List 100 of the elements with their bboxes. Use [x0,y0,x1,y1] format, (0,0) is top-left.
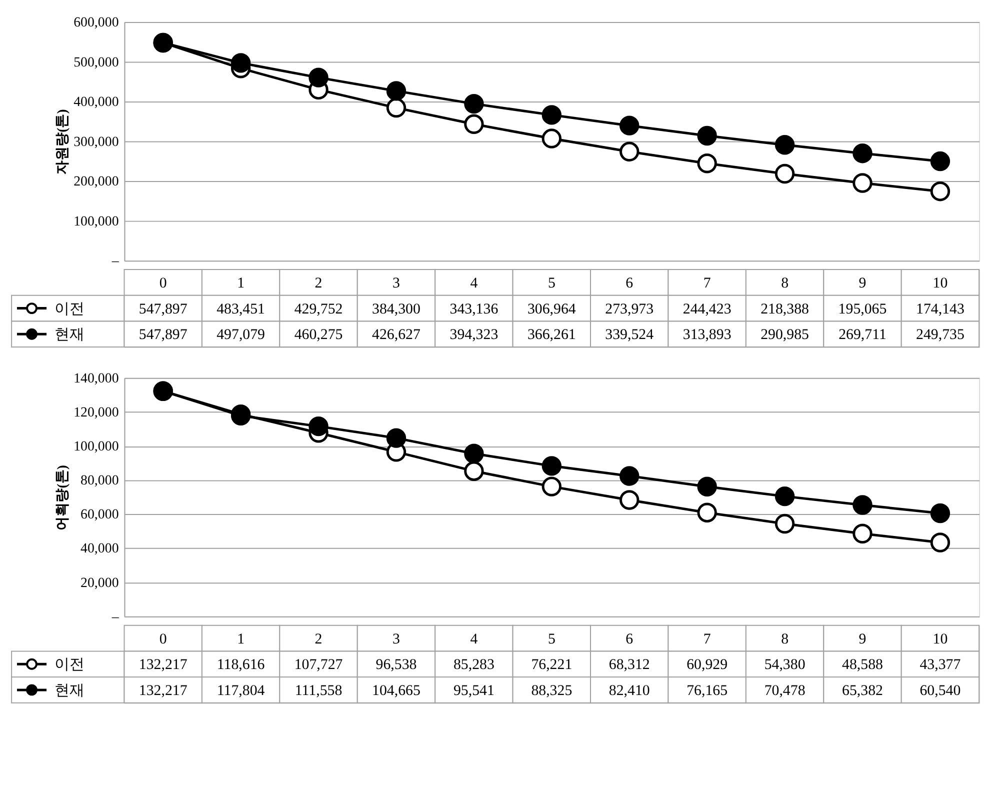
data-label: 244,423 [682,301,732,318]
point [774,135,795,155]
data-label: 132,217 [138,682,188,699]
point [774,164,795,184]
data-label: 429,752 [294,301,343,318]
x-tick-label: 8 [781,631,789,648]
data-label: 48,588 [842,657,883,674]
y-tick-label: 80,000 [80,474,119,489]
data-label: 132,217 [138,657,188,674]
data-label: 366,261 [527,327,576,344]
data-label: 118,616 [216,657,265,674]
point [852,173,872,193]
data-label: 104,665 [372,682,420,699]
x-tick-label: 7 [703,275,712,292]
x-tick-label: 10 [932,631,948,648]
x-tick-label: 6 [626,275,634,292]
point [852,495,872,515]
x-tick-label: 4 [470,631,478,648]
data-label: 88,325 [531,682,572,699]
point [464,114,484,134]
x-tick-label: 8 [781,275,789,292]
x-tick-label: 4 [470,275,478,292]
y-tick-label: 200,000 [74,174,119,190]
point [386,428,406,448]
point [930,182,950,202]
x-tick-label: 9 [858,275,866,292]
y-tick-label: – [110,254,120,270]
data-label: 70,478 [764,682,806,699]
point [230,53,251,73]
data-label: 195,065 [838,301,887,318]
x-tick-label: 0 [159,631,167,648]
point [697,502,717,522]
data-label: 82,410 [608,682,650,699]
legend-label: 이전 [54,657,84,674]
point [464,461,484,481]
y-axis-title: 자원량(톤) [56,108,71,174]
x-tick-label: 5 [548,631,556,648]
point [542,456,562,476]
point [620,116,640,136]
point [620,466,640,486]
data-label: 249,735 [916,327,964,344]
data-label: 218,388 [760,301,809,318]
data-label: 107,727 [294,657,344,674]
data-label: 95,541 [453,682,494,699]
y-tick-label: 400,000 [74,95,119,110]
data-label: 111,558 [294,682,342,699]
point [697,476,717,496]
data-label: 60,929 [686,657,728,674]
y-axis-title: 어획량(톤) [56,464,71,530]
point [852,144,872,164]
data-label: 426,627 [372,327,421,344]
data-label: 117,804 [216,682,266,699]
data-label: 54,380 [764,657,806,674]
data-label: 65,382 [842,682,883,699]
data-label: 174,143 [916,301,964,318]
y-tick-label: 20,000 [80,576,119,591]
point [542,105,562,125]
data-label: 306,964 [527,301,576,318]
point [930,532,950,552]
data-label: 290,985 [760,327,809,344]
x-tick-label: 0 [159,275,167,292]
y-tick-label: 60,000 [80,508,119,523]
point [620,490,640,510]
x-tick-label: 2 [314,631,322,648]
x-tick-label: 5 [548,275,556,292]
point [308,68,328,88]
data-label: 343,136 [450,301,498,318]
legend-label: 현재 [54,682,84,699]
y-tick-label: 300,000 [74,134,119,150]
y-tick-label: 100,000 [74,214,119,230]
y-tick-label: 140,000 [74,371,119,386]
x-tick-label: 10 [932,275,948,292]
data-label: 68,312 [608,657,650,674]
data-label: 76,221 [531,657,572,674]
point [308,416,328,436]
x-tick-label: 3 [392,631,400,648]
legend-label: 이전 [54,301,84,318]
y-tick-label: 120,000 [74,405,119,420]
x-tick-label: 2 [314,275,322,292]
x-tick-label: 1 [237,275,245,292]
point [386,81,406,101]
data-label: 273,973 [605,301,654,318]
point [852,524,872,544]
data-label: 60,540 [920,682,961,699]
data-label: 43,377 [920,657,962,674]
point [697,126,717,146]
x-tick-label: 3 [392,275,400,292]
y-tick-label: 40,000 [80,542,119,557]
point [774,514,795,534]
data-label: 269,711 [838,327,886,344]
point [930,503,950,524]
x-tick-label: 7 [703,631,712,648]
point [464,444,484,464]
x-tick-label: 9 [858,631,866,648]
data-label: 497,079 [216,327,266,344]
y-tick-label: – [110,610,120,625]
data-label: 460,275 [294,327,343,344]
x-tick-label: 6 [626,631,634,648]
point [542,128,562,148]
data-label: 76,165 [686,682,728,699]
